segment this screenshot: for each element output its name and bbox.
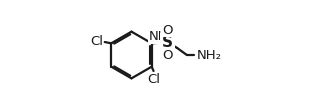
Text: O: O <box>162 24 173 37</box>
Text: Cl: Cl <box>90 35 103 48</box>
Text: O: O <box>162 49 173 61</box>
Text: Cl: Cl <box>147 73 160 86</box>
Text: NH: NH <box>149 30 169 43</box>
Text: S: S <box>162 35 173 50</box>
Text: NH₂: NH₂ <box>197 49 222 61</box>
